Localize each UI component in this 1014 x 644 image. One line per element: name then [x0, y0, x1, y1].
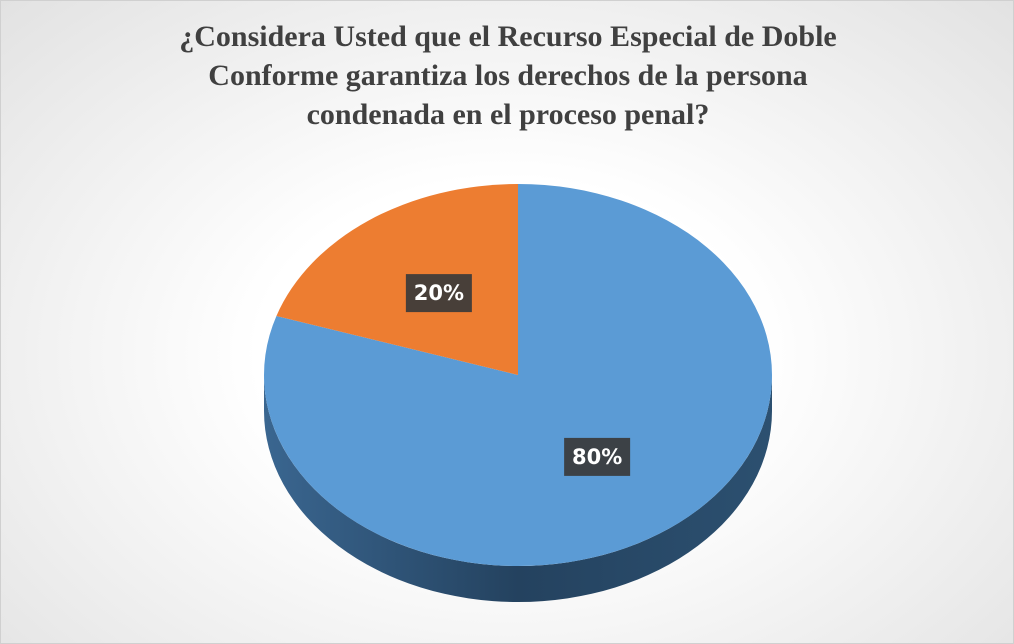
slice — [263, 184, 772, 567]
slice — [276, 184, 518, 375]
data-label: 20% — [414, 281, 464, 305]
data-label: 80% — [572, 445, 622, 469]
chart-title: ¿Considera Usted que el Recurso Especial… — [179, 20, 837, 131]
slice-side — [264, 375, 772, 602]
data-label-box — [564, 437, 631, 476]
data-label-box — [405, 274, 472, 313]
